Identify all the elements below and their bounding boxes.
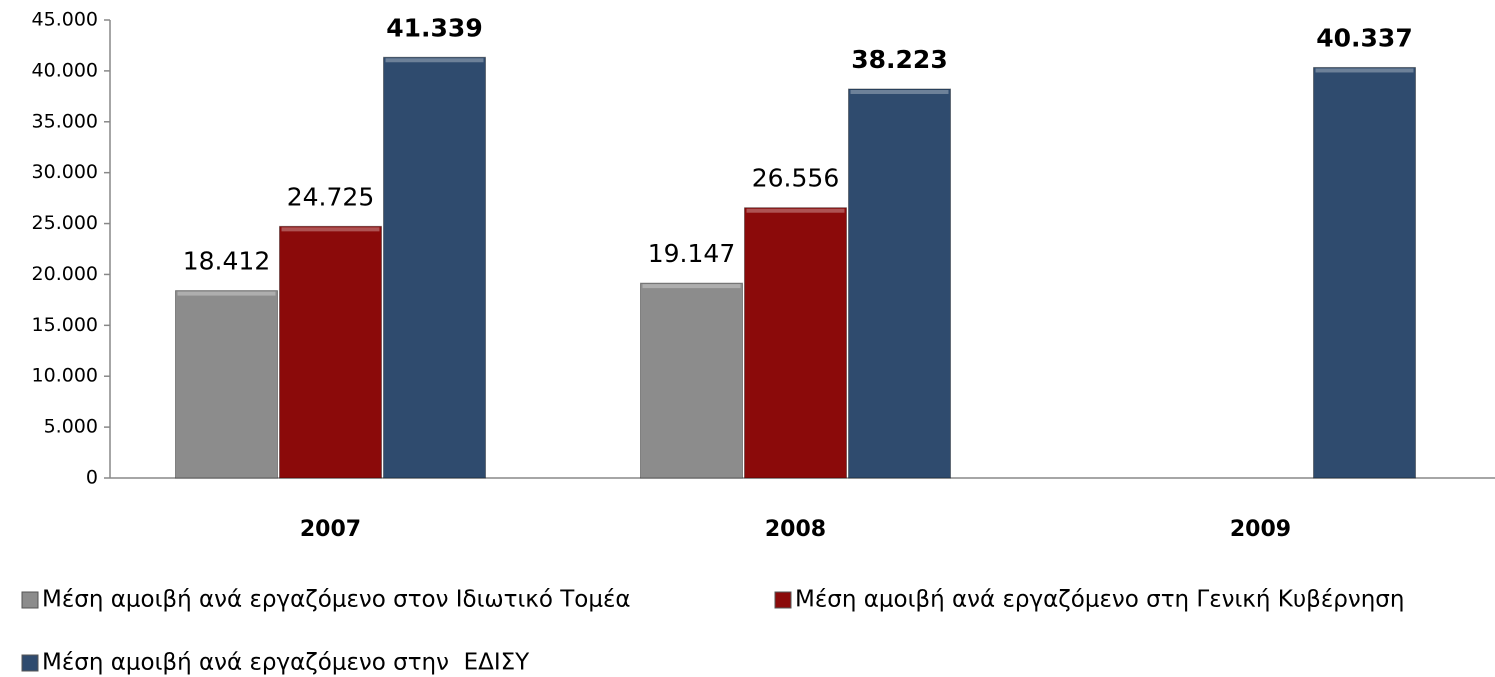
y-tick-label: 5.000 xyxy=(44,416,98,438)
x-tick-label: 2007 xyxy=(300,517,361,542)
value-label: 18.412 xyxy=(183,247,270,276)
bar xyxy=(279,225,382,479)
y-tick-label: 35.000 xyxy=(32,110,98,132)
value-label: 40.337 xyxy=(1316,23,1412,52)
legend-label: Μέση αμοιβή ανά εργαζόμενο στη Γενική Κυ… xyxy=(795,587,1404,613)
bar-highlight xyxy=(385,58,484,63)
y-tick-label: 30.000 xyxy=(32,161,98,183)
x-tick-label: 2008 xyxy=(765,517,826,542)
bar xyxy=(1313,66,1416,479)
bar-highlight xyxy=(177,291,276,296)
bar xyxy=(175,290,278,479)
bar xyxy=(848,88,951,479)
legend-swatch xyxy=(774,591,792,609)
y-tick-label: 15.000 xyxy=(32,314,98,336)
y-tick-label: 40.000 xyxy=(32,59,98,81)
y-tick-label: 0 xyxy=(86,467,98,489)
bar-highlight xyxy=(1315,68,1414,73)
legend-label: Μέση αμοιβή ανά εργαζόμενο στην ΕΔΙΣΥ xyxy=(42,650,530,676)
legend-label: Μέση αμοιβή ανά εργαζόμενο στον Ιδιωτικό… xyxy=(42,587,631,613)
legend-swatch xyxy=(21,654,39,672)
y-tick-label: 25.000 xyxy=(32,212,98,234)
value-label: 24.725 xyxy=(287,182,374,211)
value-label: 38.223 xyxy=(851,45,947,74)
x-tick-label: 2009 xyxy=(1230,517,1291,542)
y-tick-label: 45.000 xyxy=(32,9,98,31)
value-label: 26.556 xyxy=(752,164,839,193)
bar-highlight xyxy=(850,89,949,94)
bar-highlight xyxy=(642,284,741,289)
bar-highlight xyxy=(281,227,380,232)
bar xyxy=(640,282,743,479)
bar-highlight xyxy=(746,208,845,213)
y-tick-label: 20.000 xyxy=(32,263,98,285)
bar xyxy=(383,56,486,479)
legend-swatch xyxy=(21,591,39,609)
value-label: 41.339 xyxy=(386,13,482,42)
value-label: 19.147 xyxy=(648,239,735,268)
bar xyxy=(744,207,847,479)
y-tick-label: 10.000 xyxy=(32,365,98,387)
